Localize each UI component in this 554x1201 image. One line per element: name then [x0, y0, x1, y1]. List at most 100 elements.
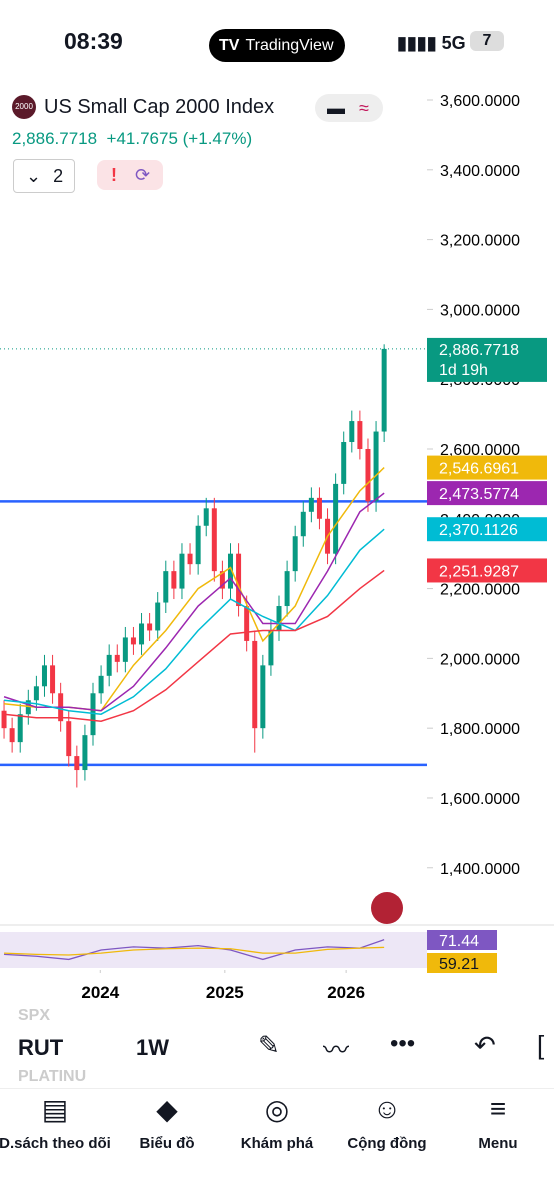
y-tick-label: 1,800.0000	[440, 721, 520, 738]
ma-line	[3, 467, 385, 712]
undo-tool[interactable]: ↶	[474, 1030, 496, 1060]
candle-body	[17, 714, 23, 743]
bottom-nav: ▤ D.sách theo dõi ◆ Biểu đồ ◎ Khám phá ☺ Cộng đ…	[0, 1088, 554, 1201]
ma-line	[3, 492, 385, 712]
symbol-current[interactable]: RUT	[18, 1035, 64, 1060]
nav-item[interactable]: ◆ Biểu đồ	[107, 1093, 227, 1152]
y-tick-label: 3,400.0000	[440, 163, 520, 180]
nav-icon: ◆	[156, 1094, 178, 1125]
symbol-logo: 2000	[12, 95, 36, 119]
app-pill: TV TradingView	[209, 29, 345, 62]
candle-body	[203, 508, 209, 526]
candle-body	[365, 448, 371, 502]
x-tick-label: 2025	[206, 983, 244, 1002]
price-tag-label: 2,546.6961	[439, 461, 519, 478]
candle-body	[357, 421, 363, 449]
y-tick-label: 3,000.0000	[440, 302, 520, 319]
candle-body	[333, 483, 339, 554]
candle-body	[195, 525, 201, 565]
chart: 3,600.0000 3,400.0000 3,200.0000 3,000.0000…	[0, 93, 554, 1002]
y-tick-label: 2,600.0000	[440, 442, 520, 459]
alert-chip[interactable]: ! ⟳	[97, 160, 163, 190]
app-name: TradingView	[245, 37, 334, 54]
symbol-prev[interactable]: SPX	[18, 1007, 51, 1024]
x-tick-label: 2026	[327, 983, 365, 1002]
candle-body	[236, 553, 242, 607]
candle-body	[155, 602, 161, 631]
candle-body	[381, 348, 387, 432]
candle-body	[33, 686, 39, 701]
draw-tool[interactable]: ✎	[258, 1030, 280, 1060]
interval[interactable]: 1W	[136, 1035, 169, 1060]
candle-body	[50, 665, 56, 694]
candle-body	[349, 421, 355, 443]
rsi-tag	[427, 930, 497, 950]
flag-icon[interactable]	[371, 892, 403, 924]
price: 2,886.7718	[12, 129, 98, 148]
candle-body	[227, 553, 233, 589]
price-tag	[427, 558, 547, 583]
y-tick-label: 1,400.0000	[440, 861, 520, 878]
candle-body	[25, 700, 31, 715]
nav-icon: ≡	[489, 1093, 507, 1124]
rsi-band	[0, 932, 427, 968]
candle-body	[292, 536, 298, 572]
indicator-tool[interactable]: 〰	[323, 1035, 350, 1065]
signal: ▮▮▮▮ 5G	[397, 33, 466, 53]
symbol-next[interactable]: PLATINU	[18, 1068, 87, 1085]
symbol-title[interactable]: US Small Cap 2000 Index	[44, 96, 275, 118]
candle-body	[74, 756, 80, 771]
indicator-toggle[interactable]: ⌄ 2	[13, 159, 75, 193]
candle-body	[276, 606, 282, 631]
x-tick-label: 2024	[81, 983, 119, 1002]
candle-body	[66, 721, 72, 757]
y-tick-label: 2,200.0000	[440, 582, 520, 599]
candle-body	[252, 640, 258, 729]
bracket-tool[interactable]: [	[537, 1030, 545, 1060]
candle-body	[1, 710, 7, 729]
rsi-tag-label: 71.44	[439, 933, 479, 950]
candle-body	[341, 442, 347, 484]
y-tick-label: 1,600.0000	[440, 791, 520, 808]
ma-line	[3, 528, 385, 715]
candle-body	[260, 665, 266, 729]
nav-item[interactable]: ☺ Cộng đồng	[327, 1093, 447, 1152]
more-tool[interactable]: •••	[390, 1030, 416, 1057]
network: 5G	[441, 33, 466, 53]
candle-body	[98, 675, 104, 694]
candle-body	[179, 553, 185, 589]
candle-body	[300, 511, 306, 537]
price-tag-label: 2,473.5774	[439, 486, 519, 503]
nav-icon: ◎	[264, 1094, 290, 1125]
nav-label: Menu	[478, 1135, 518, 1152]
candle-body	[211, 508, 217, 572]
y-tick-label: 2,000.0000	[440, 651, 520, 668]
candle-body	[308, 497, 314, 512]
candle-body	[114, 654, 120, 662]
clock: 08:39	[64, 28, 123, 54]
nav-label: D.sách theo dõi	[0, 1135, 111, 1152]
candle-body	[139, 623, 145, 645]
nav-item[interactable]: ≡ Menu	[438, 1093, 554, 1152]
candle-body	[219, 571, 225, 589]
change: +41.7675 (+1.47%)	[106, 129, 253, 148]
nav-item[interactable]: ▤ D.sách theo dõi	[0, 1093, 115, 1152]
nav-icon: ☺	[372, 1093, 402, 1124]
y-tick-label: 3,200.0000	[440, 233, 520, 250]
compare-chip[interactable]: ▬ ≈	[315, 94, 383, 122]
candle-body	[106, 654, 112, 676]
battery: 7	[470, 31, 504, 51]
candle-body	[373, 431, 379, 502]
candle-body	[284, 571, 290, 607]
ma-line	[4, 946, 385, 956]
nav-label: Khám phá	[240, 1135, 314, 1152]
price-tag	[427, 455, 547, 480]
nav-item[interactable]: ◎ Khám phá	[217, 1093, 337, 1152]
price-tag-label: 2,370.1126	[439, 522, 518, 539]
price-tag-label: 2,251.9287	[439, 563, 519, 580]
candle-body	[122, 637, 128, 662]
nav-label: Biểu đồ	[139, 1135, 195, 1152]
ma-line	[3, 569, 385, 722]
y-tick-label: 3,600.0000	[440, 93, 520, 110]
